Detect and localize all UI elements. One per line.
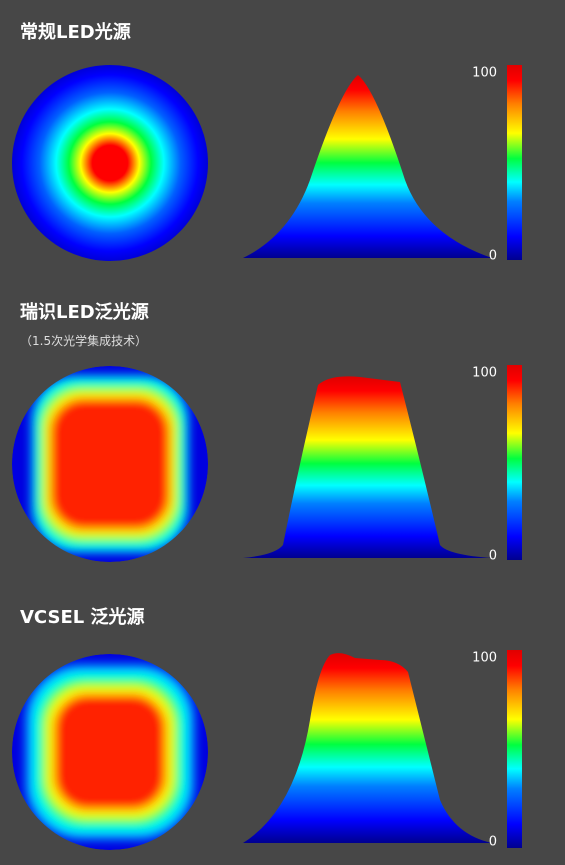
colorbar — [507, 365, 522, 560]
colorbar-min: 0 — [489, 549, 497, 564]
intensity-profile — [243, 653, 492, 843]
colorbar-min: 0 — [489, 249, 497, 264]
intensity-profile — [243, 75, 492, 258]
colorbar-max: 100 — [472, 366, 497, 381]
intensity-profile — [243, 376, 492, 558]
spot-map — [12, 366, 208, 562]
colorbar-max: 100 — [472, 66, 497, 81]
panel-title: 瑞识LED泛光源 — [20, 301, 149, 323]
panel-title: VCSEL 泛光源 — [20, 606, 144, 628]
colorbar — [507, 650, 522, 848]
colorbar-min: 0 — [489, 835, 497, 850]
spot-map — [12, 65, 208, 261]
colorbar — [507, 65, 522, 260]
panel-subtitle: （1.5次光学集成技术） — [20, 333, 147, 348]
spot-map — [12, 654, 208, 850]
panel-title: 常规LED光源 — [20, 21, 131, 43]
colorbar-max: 100 — [472, 651, 497, 666]
